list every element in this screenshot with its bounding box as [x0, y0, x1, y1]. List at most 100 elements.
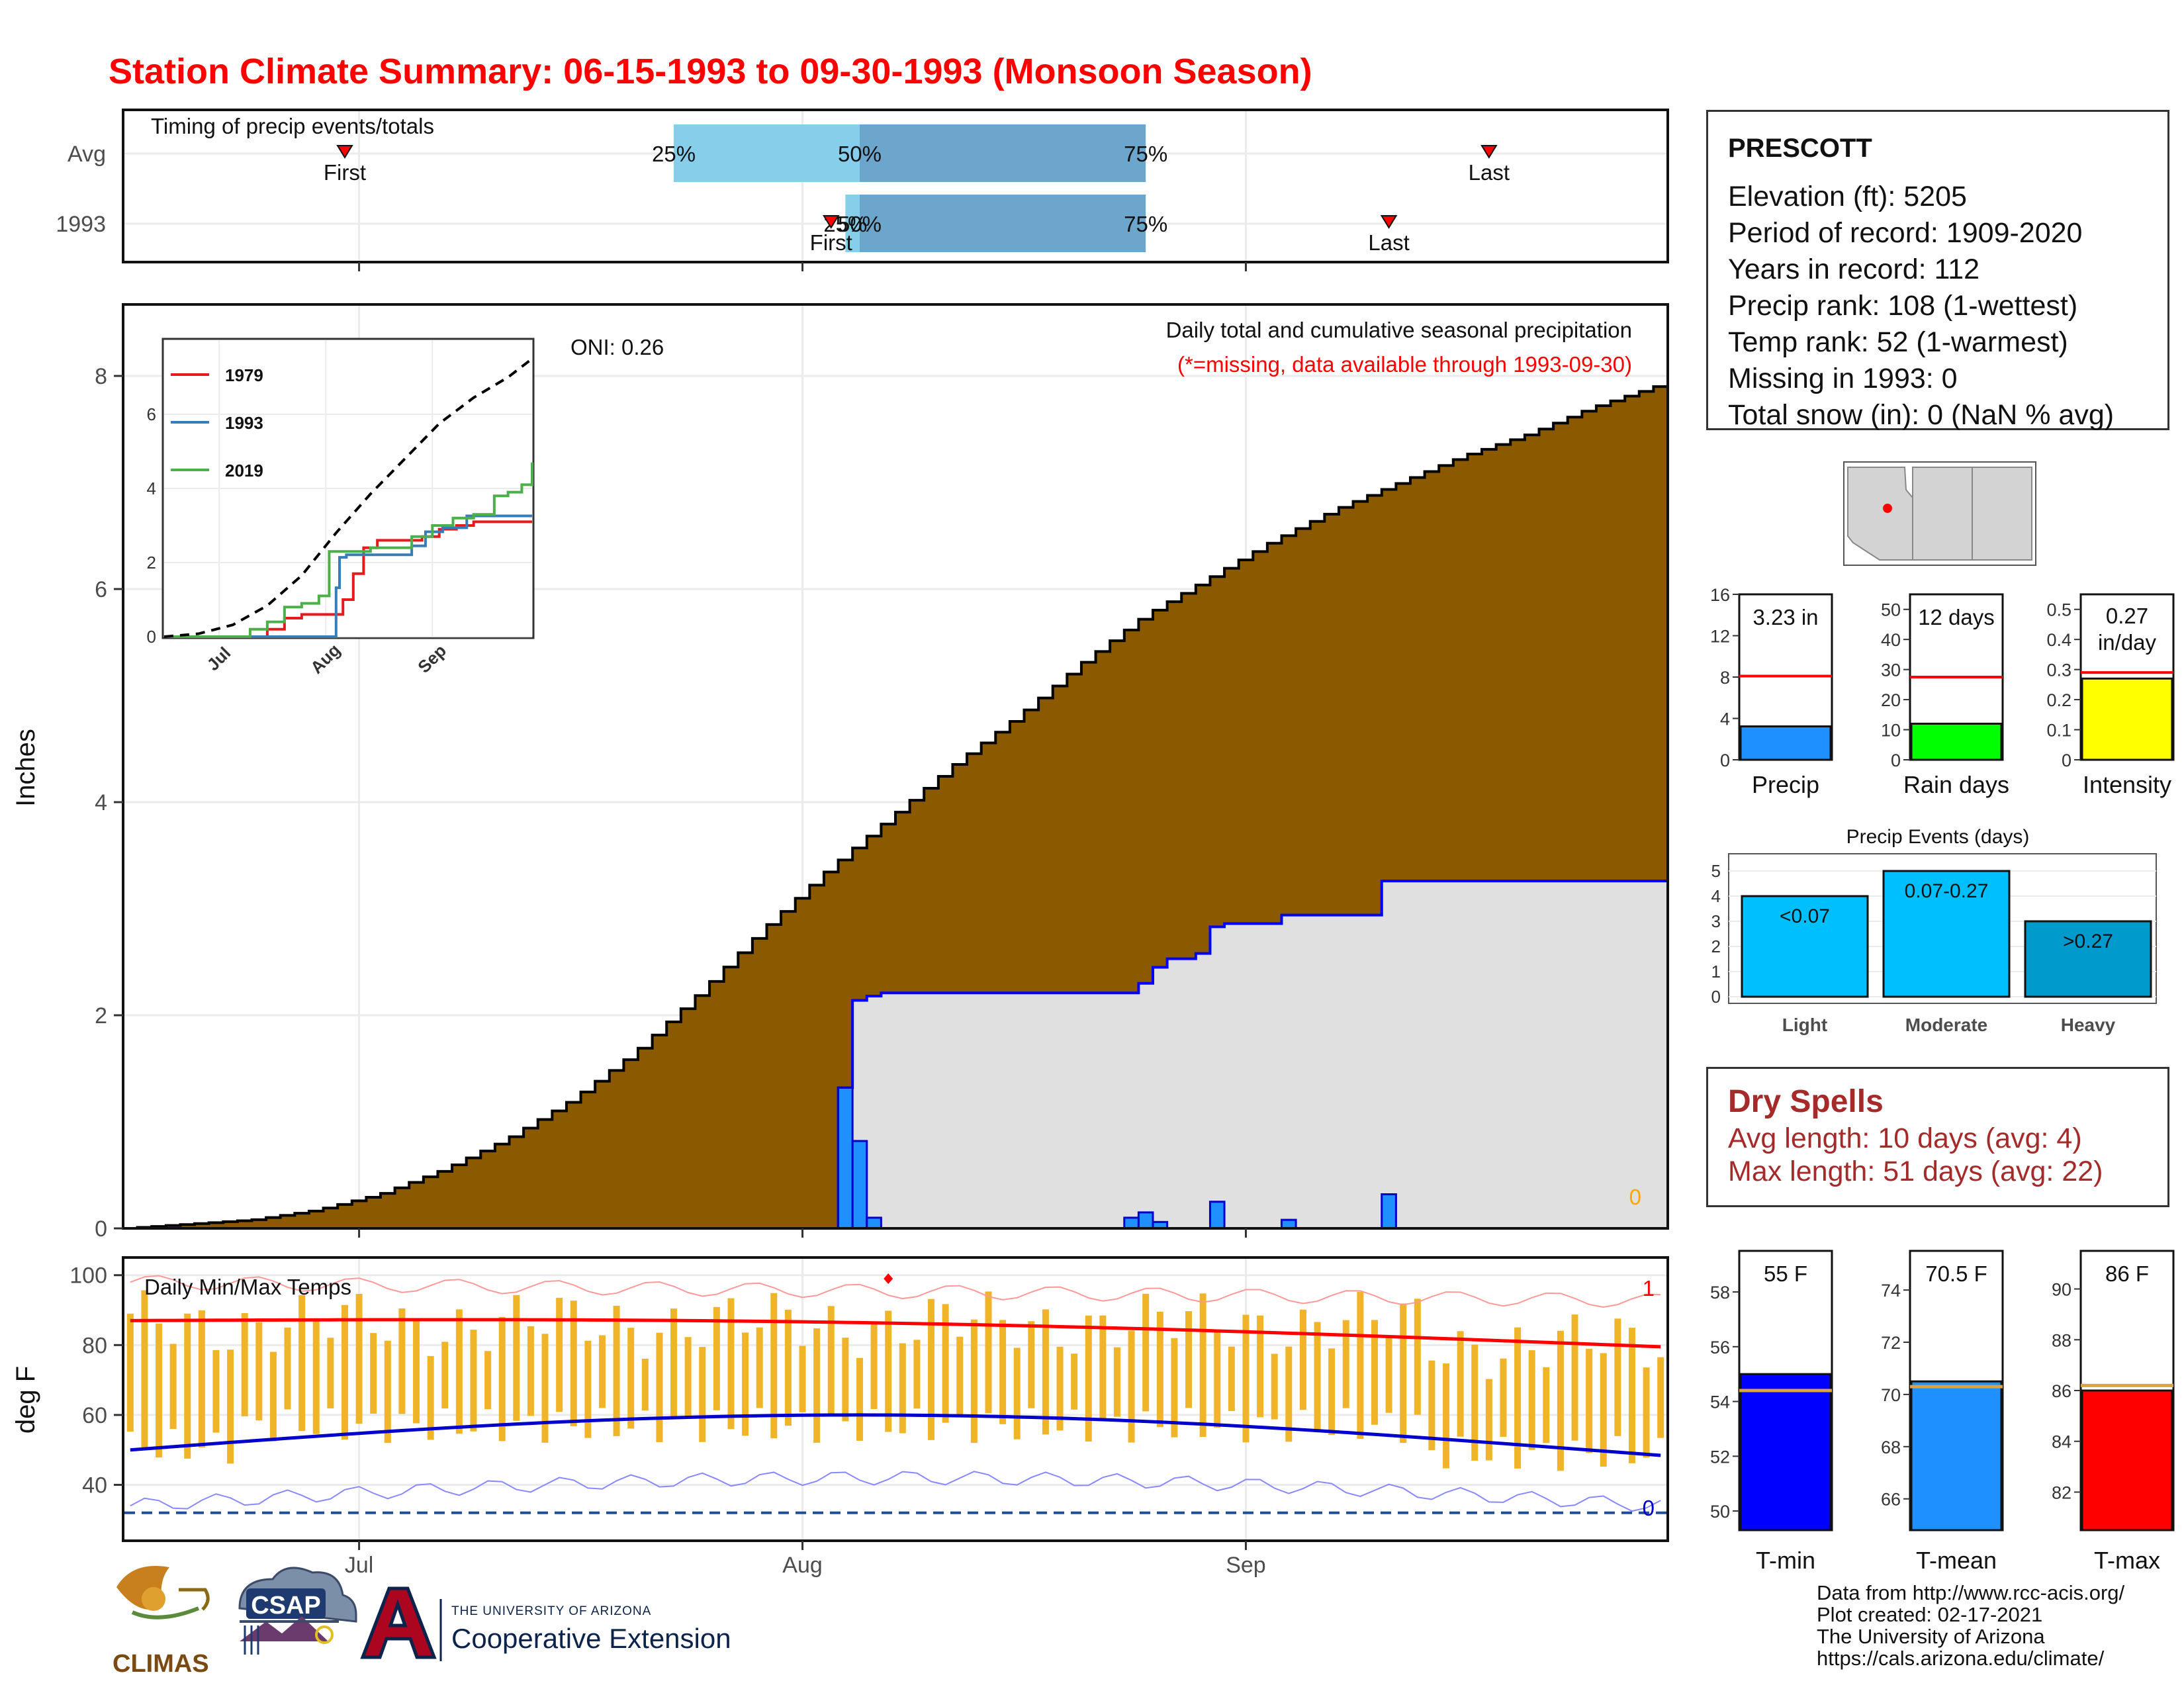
daily-temp-bar — [1071, 1353, 1078, 1410]
missing-count: 0 — [1629, 1185, 1641, 1209]
legend-1979: 1979 — [225, 365, 263, 385]
inset-y-tick-label: 6 — [147, 404, 156, 424]
daily-temp-bar — [713, 1306, 720, 1410]
mini-bar-tick-label: 12 — [1710, 627, 1730, 647]
timing-row-year: 1993 — [56, 212, 106, 237]
daily-temp-bar — [255, 1322, 263, 1421]
daily-temp-bar — [298, 1295, 306, 1432]
temp-y-tick-label: 40 — [82, 1473, 107, 1498]
temp-bar-tick-label: 72 — [1881, 1333, 1901, 1353]
main-ylabel: Inches — [11, 729, 40, 807]
daily-temp-bar — [956, 1336, 964, 1414]
daily-temp-bar — [1528, 1350, 1535, 1450]
daily-temp-bar — [1571, 1314, 1578, 1441]
daily-temp-bar — [198, 1310, 205, 1448]
daily-temp-bar — [913, 1340, 921, 1409]
temp-bar-label: T-max — [2094, 1547, 2160, 1574]
temp-bar-label: T-mean — [1916, 1547, 1997, 1574]
daily-temp-bar — [656, 1332, 663, 1443]
temp-bar-tick-label: 74 — [1881, 1281, 1901, 1301]
daily-temp-bar — [470, 1330, 477, 1432]
daily-precip-bar — [1137, 1211, 1154, 1230]
timing-last-marker — [1480, 145, 1498, 159]
events-bar-category-label: Heavy — [2061, 1015, 2116, 1035]
events-bar-value-label: 0.07-0.27 — [1905, 880, 1989, 902]
daily-temp-bar — [1185, 1311, 1193, 1408]
daily-temp-bar — [441, 1342, 449, 1409]
daily-temp-bar — [541, 1334, 549, 1443]
events-tick-label: 5 — [1711, 861, 1721, 881]
temp-bar-tick-label: 56 — [1710, 1338, 1730, 1357]
temp-y-tick-label: 60 — [82, 1403, 107, 1428]
precip-y-tick-label: 6 — [95, 577, 107, 602]
month-axis: Jul Aug Sep — [345, 262, 1266, 1578]
daily-temp-bar — [1028, 1321, 1035, 1408]
daily-temp-bar — [1042, 1309, 1049, 1435]
daily-temp-bar — [1500, 1358, 1507, 1437]
mini-bar-label: Rain days — [1903, 771, 2009, 798]
daily-temp-bar — [870, 1323, 878, 1409]
mini-bar-tick-label: 40 — [1881, 630, 1901, 650]
daily-precip-bar — [1123, 1216, 1140, 1230]
daily-temp-bar — [1242, 1314, 1250, 1443]
precip-y-tick-label: 4 — [95, 790, 107, 815]
daily-temp-bar — [827, 1306, 835, 1416]
mini-bar-tick-label: 8 — [1720, 668, 1730, 688]
daily-temp-bar — [1142, 1293, 1150, 1412]
daily-temp-bar — [1156, 1311, 1163, 1428]
month-tick-label: Jul — [345, 1553, 373, 1578]
temp-bar-value-label: 55 F — [1764, 1261, 1807, 1286]
precip-panel: 0 2 4 6 8 Daily total and cumulative seasona… — [11, 303, 1669, 1242]
daily-temp-bar — [1214, 1330, 1221, 1428]
timing-p50-label: 50% — [838, 212, 882, 236]
mini-bar-tick-label: 0 — [1720, 751, 1730, 770]
daily-temp-bar — [699, 1347, 706, 1442]
timing-row-avg: Avg — [68, 142, 106, 167]
daily-temp-bar — [1257, 1315, 1264, 1418]
timing-bar-25-50 — [845, 195, 860, 252]
mini-bar-label: Intensity — [2083, 771, 2171, 798]
main-title: Daily total and cumulative seasonal prec… — [1166, 318, 1632, 342]
neighbor-states-shape — [1912, 467, 2032, 561]
daily-temp-bar — [1285, 1346, 1293, 1442]
timing-p75-label: 75% — [1124, 212, 1167, 236]
dry-spells-max: Max length: 51 days (avg: 22) — [1728, 1156, 2103, 1187]
timing-last-label: Last — [1368, 230, 1409, 255]
events-title: Precip Events (days) — [1846, 826, 2030, 848]
station-period: Period of record: 1909-2020 — [1728, 217, 2083, 249]
ua-line1: THE UNIVERSITY OF ARIZONA — [451, 1604, 651, 1618]
oni-label: ONI: 0.26 — [570, 335, 664, 359]
dry-spells-avg: Avg length: 10 days (avg: 4) — [1728, 1122, 2082, 1154]
temp-bar-tick-label: 70 — [1881, 1385, 1901, 1405]
precip-y-tick-label: 8 — [95, 364, 107, 389]
daily-temp-bar — [899, 1343, 906, 1434]
daily-temp-bar — [398, 1308, 406, 1414]
temp-bar-tick-label: 82 — [2052, 1483, 2071, 1502]
record-min-temp-line — [130, 1471, 1661, 1512]
timing-p25-label: 25% — [652, 142, 696, 166]
daily-temp-bar — [1614, 1318, 1621, 1436]
temp-bar-tick-label: 58 — [1710, 1283, 1730, 1303]
temp-bar-tick-label: 52 — [1710, 1447, 1730, 1467]
timing-first-label: First — [810, 230, 852, 255]
mini-bar-value-label: 0.27 — [2106, 604, 2148, 628]
daily-precip-bar — [866, 1216, 882, 1230]
daily-temp-bar — [1400, 1303, 1407, 1443]
temp-bar-tick-label: 86 — [2052, 1381, 2071, 1401]
daily-temp-bar — [556, 1297, 563, 1412]
daily-temp-bar — [1600, 1353, 1607, 1467]
timing-first-marker — [822, 215, 840, 229]
daily-temp-bar — [784, 1309, 792, 1426]
mini-bar-tick-label: 0.2 — [2046, 690, 2071, 710]
temp-bar-tick-label: 50 — [1710, 1502, 1730, 1522]
events-bar-category-label: Moderate — [1905, 1015, 1987, 1035]
daily-temp-bar — [570, 1301, 577, 1426]
daily-temp-bar — [1371, 1320, 1378, 1425]
page-title: Station Climate Summary: 06-15-1993 to 0… — [109, 52, 1312, 91]
inset-y-tick-label: 2 — [147, 553, 156, 572]
station-elevation: Elevation (ft): 5205 — [1728, 181, 1967, 212]
inset-y-tick-label: 4 — [147, 479, 156, 498]
daily-temp-bar — [498, 1316, 506, 1441]
